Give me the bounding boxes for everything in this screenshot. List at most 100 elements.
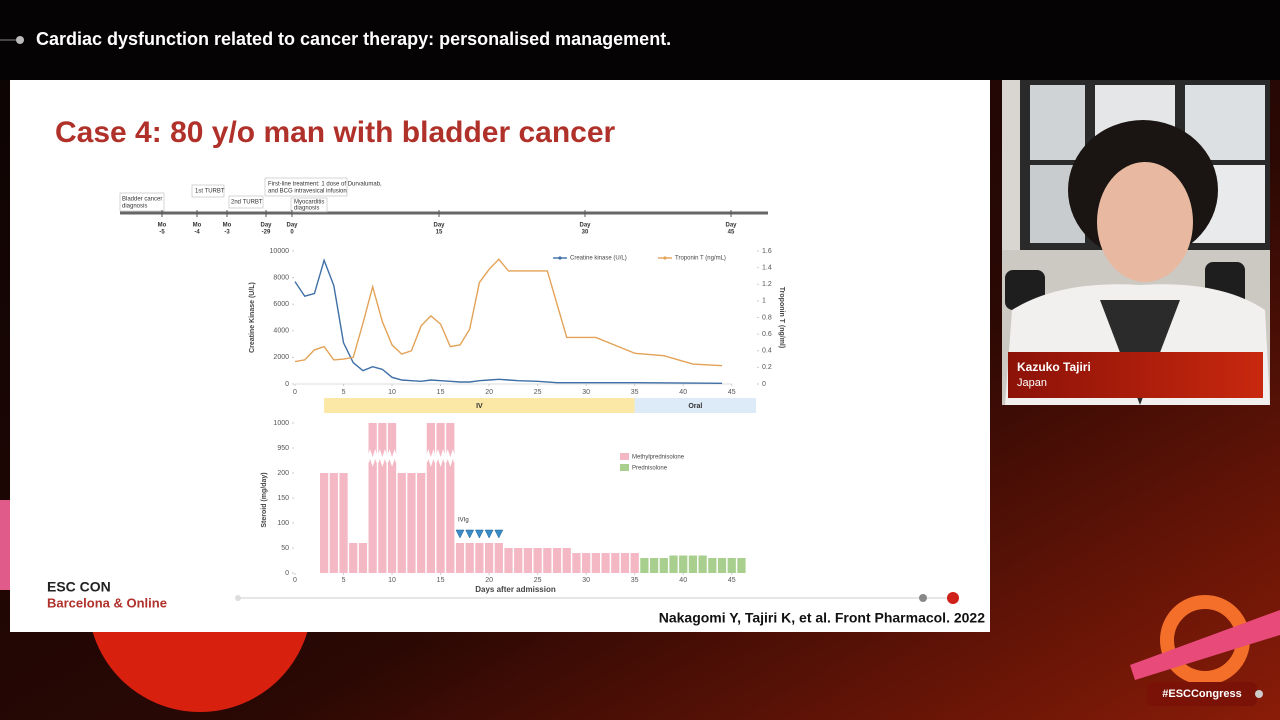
y2-tick-label: 0.2 — [762, 364, 772, 371]
x-tick-label: 0 — [293, 389, 297, 396]
event-label: 2nd TURBT — [231, 200, 263, 206]
phase-label: Oral — [688, 403, 702, 410]
timeline-tick-label: -3 — [224, 230, 230, 236]
bar — [504, 548, 513, 573]
event-box — [264, 177, 348, 197]
footer-logo: ESC CON — [47, 579, 111, 595]
annotation-marker — [455, 529, 465, 539]
slide-title: Case 4: 80 y/o man with bladder cancer — [55, 116, 616, 149]
x-tick-label: 15 — [437, 389, 445, 396]
y-axis-label: Steroid (mg/day) — [261, 472, 268, 527]
bar — [717, 558, 727, 573]
y2-tick-label: 0 — [762, 381, 766, 388]
bar — [455, 543, 465, 573]
legend-swatch — [620, 453, 629, 460]
series-line — [294, 258, 723, 367]
bar — [737, 558, 746, 573]
y2-tick-label: 0.4 — [762, 348, 772, 355]
x-axis-label: Days after admission — [475, 585, 556, 594]
timeline-tick-label: 30 — [582, 230, 589, 236]
y-tick-label: 100 — [277, 520, 289, 527]
decor-edge — [0, 500, 10, 590]
hashtag[interactable]: #ESCCongress — [1162, 688, 1241, 700]
x-tick-label: 45 — [728, 389, 736, 396]
x-tick-label: 30 — [582, 389, 590, 396]
y2-tick-label: 0.8 — [762, 314, 772, 321]
timeline-tick-label: Mo — [193, 223, 202, 229]
event-label: diagnosis — [294, 206, 319, 212]
bar — [358, 543, 368, 573]
y2-tick-label: 1 — [762, 298, 766, 305]
bar — [543, 548, 552, 573]
bar — [329, 473, 338, 573]
bar — [465, 543, 474, 573]
bar — [475, 543, 484, 573]
annotation-marker — [465, 529, 475, 539]
bar — [407, 473, 416, 573]
timeline-tick-label: -4 — [194, 230, 200, 236]
y-tick-label: 50 — [281, 545, 289, 552]
x-tick-label: 20 — [485, 577, 493, 584]
header-bar — [0, 0, 1280, 80]
timeline-tick-label: Day — [433, 223, 445, 229]
bar — [630, 553, 639, 573]
progress-marker[interactable] — [919, 594, 927, 602]
legend-label: Prednisolone — [632, 466, 668, 472]
axis-break — [375, 449, 389, 467]
annotation-marker — [484, 529, 494, 539]
bar — [679, 555, 688, 573]
series-line — [294, 258, 723, 385]
event-box — [228, 195, 264, 209]
event-label: First-line treatment: 1 dose of Durvalum… — [268, 182, 382, 188]
bar — [708, 558, 717, 573]
timeline-tick-label: 45 — [728, 230, 735, 236]
x-tick-label: 40 — [679, 577, 687, 584]
bar — [484, 543, 494, 573]
bar — [688, 555, 698, 573]
legend-label: Troponin T (ng/mL) — [675, 256, 726, 262]
x-tick-label: 30 — [582, 577, 590, 584]
progress-start[interactable] — [235, 595, 241, 601]
axis-break — [424, 449, 438, 467]
event-label: Bladder cancer — [122, 197, 162, 203]
legend-label: Creatine kinase (U/L) — [570, 256, 627, 262]
axis-break — [443, 449, 457, 467]
y-tick-label: 10000 — [270, 248, 290, 255]
y2-tick-label: 1.6 — [762, 248, 772, 255]
legend-marker — [663, 256, 667, 260]
x-tick-label: 0 — [293, 577, 297, 584]
y-axis-label: Creatine Kinase (U/L) — [249, 282, 256, 353]
y2-tick-label: 1.2 — [762, 281, 772, 288]
hashtag-dot — [1255, 690, 1263, 698]
timeline-tick-label: Mo — [223, 223, 232, 229]
x-tick-label: 5 — [342, 577, 346, 584]
y-tick-label: 950 — [277, 445, 289, 452]
bar — [591, 553, 600, 573]
bar — [319, 473, 329, 573]
bar — [349, 543, 358, 573]
bar — [494, 543, 503, 573]
y2-tick-label: 0.6 — [762, 331, 772, 338]
y-tick-label: 0 — [285, 570, 289, 577]
progress-end[interactable] — [947, 592, 959, 604]
timeline-tick-label: Mo — [158, 223, 167, 229]
bar — [572, 553, 581, 573]
bar — [552, 548, 562, 573]
x-tick-label: 15 — [437, 577, 445, 584]
citation: Nakagomi Y, Tajiri K, et al. Front Pharm… — [659, 610, 985, 626]
name-plate — [1008, 352, 1263, 398]
webcam: Kazuko Tajiri Japan — [1002, 80, 1270, 405]
speaker-country: Japan — [1017, 377, 1047, 389]
timeline-tick-label: 15 — [436, 230, 443, 236]
phase-band — [324, 398, 635, 413]
y-tick-label: 1000 — [273, 420, 289, 427]
bar — [368, 423, 377, 573]
y-tick-label: 150 — [277, 495, 289, 502]
footer-location: Barcelona & Online — [47, 595, 167, 610]
event-label: diagnosis — [122, 204, 147, 210]
axis-break — [366, 449, 380, 467]
annotation-label: IVIg — [458, 518, 469, 524]
hashtag-pill[interactable] — [1147, 682, 1257, 706]
bar — [698, 555, 707, 573]
